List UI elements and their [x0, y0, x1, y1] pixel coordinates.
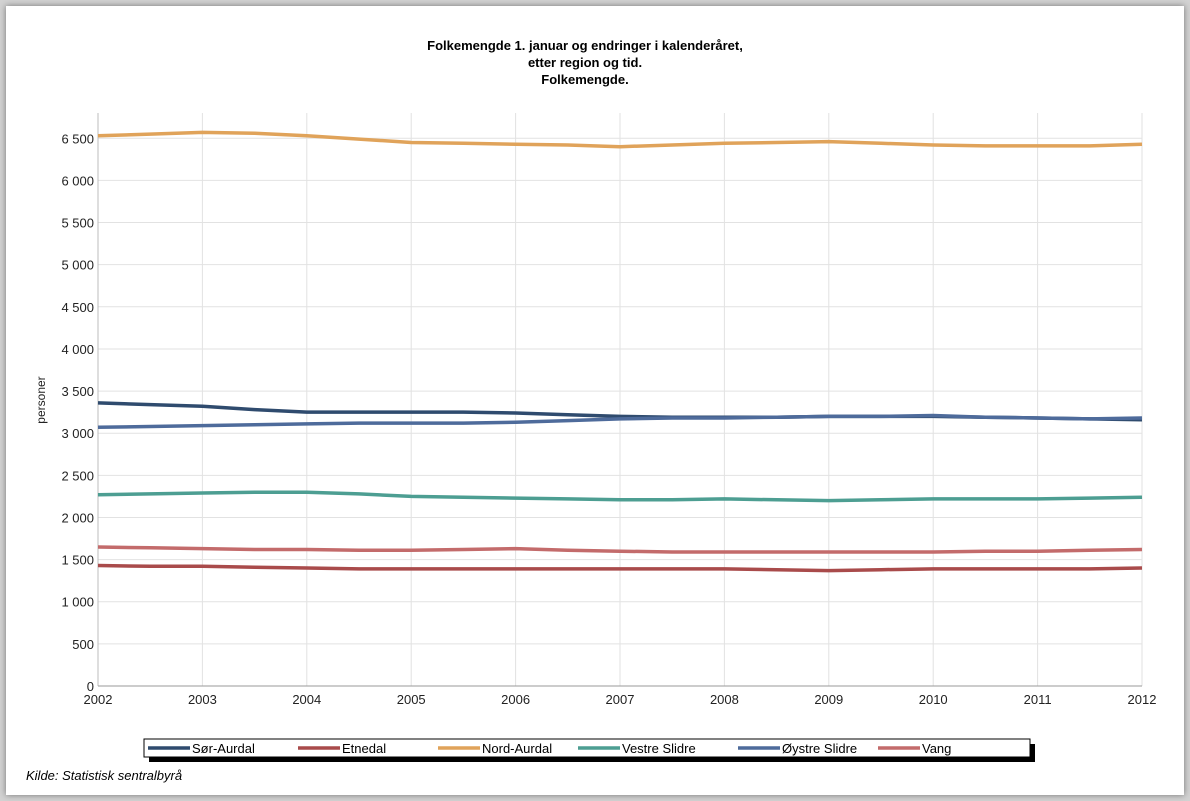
x-tick-label: 2005 [397, 692, 426, 707]
axes [97, 113, 1142, 687]
y-tick-label: 1 500 [61, 553, 94, 568]
legend-item-label: Vestre Slidre [622, 741, 696, 756]
x-tick-label: 2009 [814, 692, 843, 707]
x-tick-label: 2002 [84, 692, 113, 707]
x-tick-labels: 2002 2003 2004 2005 2006 2007 2008 2009 2010 2011… [84, 692, 1157, 707]
y-tick-label: 6 000 [61, 173, 94, 188]
y-tick-label: 500 [72, 637, 94, 652]
y-tick-label: 6 500 [61, 131, 94, 146]
y-tick-label: 2 000 [61, 510, 94, 525]
series-line-2 [97, 563, 1143, 573]
chart-title-line-1: Folkemengde 1. januar og endringer i kal… [427, 38, 743, 53]
series-line-3 [97, 130, 1143, 149]
x-tick-label: 2012 [1128, 692, 1157, 707]
x-tick-label: 2011 [1024, 692, 1052, 707]
x-tick-label: 2006 [501, 692, 530, 707]
x-tick-label: 2007 [606, 692, 635, 707]
y-tick-label: 0 [87, 679, 94, 694]
y-tick-label: 4 000 [61, 342, 94, 357]
y-tick-label: 5 500 [61, 216, 94, 231]
y-tick-labels: 0 500 1 000 1 500 2 000 2 500 3 000 3 500 4 000 4… [61, 131, 94, 694]
x-tick-label: 2004 [292, 692, 321, 707]
y-tick-label: 2 500 [61, 468, 94, 483]
y-tick-label: 4 500 [61, 300, 94, 315]
series-lines [97, 130, 1143, 573]
y-tick-label: 3 000 [61, 426, 94, 441]
y-tick-label: 3 500 [61, 384, 94, 399]
legend-item-label: Vang [922, 741, 951, 756]
chart-title: Folkemengde 1. januar og endringer i kal… [427, 38, 743, 87]
legend-item-label: Sør-Aurdal [192, 741, 255, 756]
source-note: Kilde: Statistisk sentralbyrå [26, 768, 183, 783]
series-line-6 [97, 545, 1143, 554]
x-tick-label: 2008 [710, 692, 739, 707]
y-tick-label: 1 000 [61, 595, 94, 610]
legend-item-label: Nord-Aurdal [482, 741, 552, 756]
legend-item-label: Etnedal [342, 741, 386, 756]
x-tick-label: 2010 [919, 692, 948, 707]
chart-title-line-2: etter region og tid. [528, 55, 642, 70]
grid-lines [98, 113, 1143, 686]
legend: Sør-Aurdal Etnedal Nord-Aurdal Vestre Slidr… [143, 738, 1035, 762]
chart-title-line-3: Folkemengde. [541, 72, 628, 87]
legend-item-label: Øystre Slidre [782, 741, 857, 756]
series-line-4 [97, 490, 1143, 503]
y-axis-label: personer [34, 376, 48, 423]
x-tick-label: 2003 [188, 692, 217, 707]
series-line-5 [97, 413, 1143, 430]
y-tick-label: 5 000 [61, 258, 94, 273]
